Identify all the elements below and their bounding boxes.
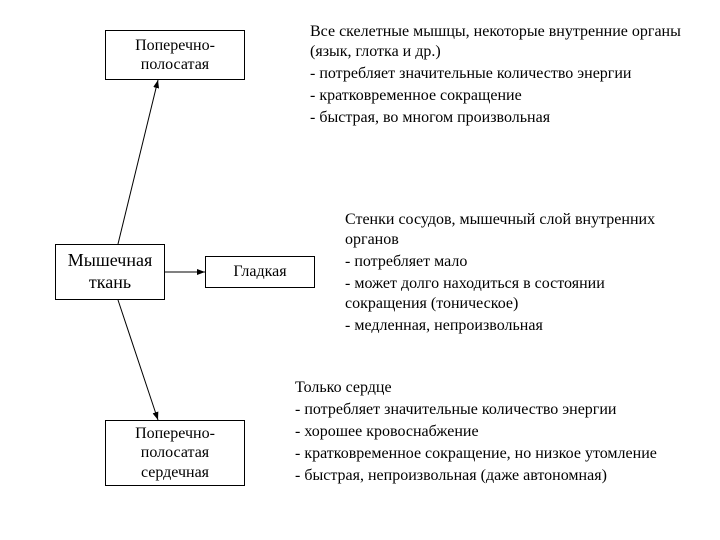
desc-cardiac-line-0: Только сердце xyxy=(295,378,695,398)
desc-smooth-line-1: - потребляет мало xyxy=(345,252,675,272)
node-smooth-label: Гладкая xyxy=(233,262,286,281)
desc-striated-line-0: Все скелетные мышцы, некоторые внутренни… xyxy=(310,22,690,62)
node-root: Мышечнаяткань xyxy=(55,244,165,300)
node-smooth: Гладкая xyxy=(205,256,315,288)
node-cardiac-label: Поперечно-полосатаясердечная xyxy=(135,424,215,482)
desc-striated-line-3: - быстрая, во многом произвольная xyxy=(310,108,690,128)
desc-smooth-line-3: - медленная, непроизвольная xyxy=(345,316,675,336)
desc-cardiac-line-3: - кратковременное сокращение, но низкое … xyxy=(295,444,695,464)
desc-smooth-line-2: - может долго находиться в состоянии сок… xyxy=(345,274,675,314)
node-cardiac: Поперечно-полосатаясердечная xyxy=(105,420,245,486)
description-cardiac: Только сердце - потребляет значительные … xyxy=(295,378,695,488)
diagram-canvas: Мышечнаяткань Поперечно-полосатая Гладка… xyxy=(0,0,720,540)
description-smooth: Стенки сосудов, мышечный слой внутренних… xyxy=(345,210,675,338)
node-striated-label: Поперечно-полосатая xyxy=(135,36,215,74)
desc-cardiac-line-2: - хорошее кровоснабжение xyxy=(295,422,695,442)
desc-cardiac-line-1: - потребляет значительные количество эне… xyxy=(295,400,695,420)
desc-smooth-line-0: Стенки сосудов, мышечный слой внутренних… xyxy=(345,210,675,250)
description-striated: Все скелетные мышцы, некоторые внутренни… xyxy=(310,22,690,130)
desc-cardiac-line-4: - быстрая, непроизвольная (даже автономн… xyxy=(295,466,695,486)
node-root-label: Мышечнаяткань xyxy=(68,250,152,293)
node-striated: Поперечно-полосатая xyxy=(105,30,245,80)
desc-striated-line-1: - потребляет значительные количество эне… xyxy=(310,64,690,84)
desc-striated-line-2: - кратковременное сокращение xyxy=(310,86,690,106)
